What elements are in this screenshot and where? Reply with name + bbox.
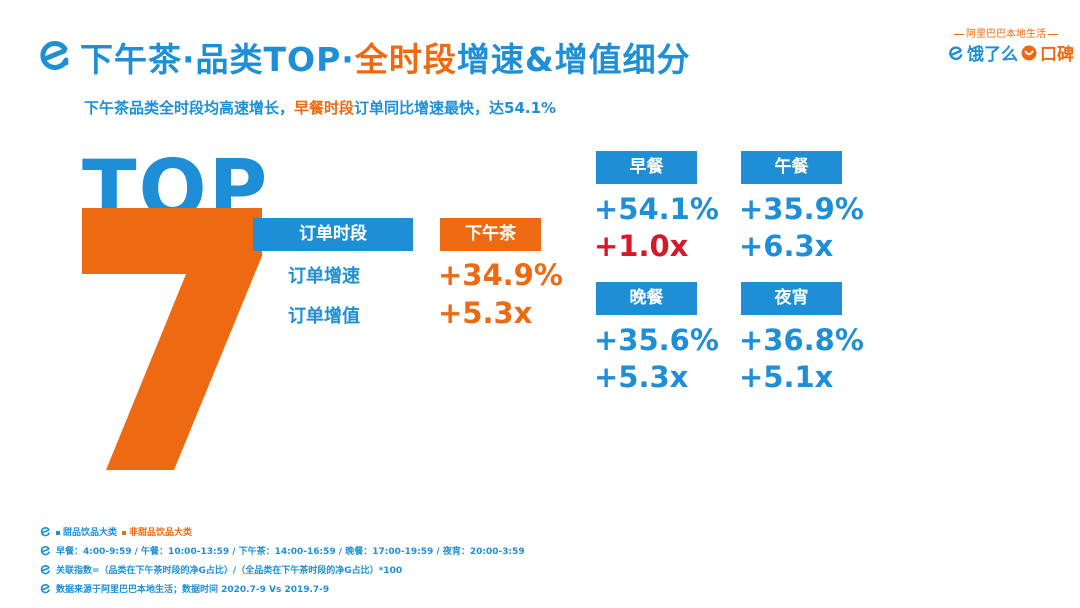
- meal-label-late-night: 夜宵: [741, 282, 842, 315]
- brand-logo: 饿了么 口碑: [948, 40, 1074, 65]
- brand-tagline: 阿里巴巴本地生活: [950, 25, 1062, 40]
- time-ranges-text: 早餐：4:00-9:59 / 午餐：10:00-13:59 / 下午茶：14:0…: [56, 547, 525, 557]
- legend-non-sweet-label: 非甜品饮品大类: [129, 528, 193, 538]
- footer-legend: 甜品饮品大类 非甜品饮品大类: [40, 525, 192, 538]
- eleme-logo-icon: [40, 584, 50, 594]
- page-subtitle: 下午茶品类全时段均高速增长，早餐时段订单同比增速最快，达54.1%: [84, 97, 556, 118]
- legend-non-sweet-swatch: [122, 530, 127, 535]
- eleme-logo-icon: [949, 45, 963, 60]
- brand-eleme: 饿了么: [967, 45, 1018, 65]
- page-title: 下午茶·品类TOP·全时段增速&增值细分: [80, 33, 691, 81]
- eleme-logo-icon: [40, 527, 50, 537]
- eleme-logo-icon: [40, 546, 50, 556]
- afternoon-tea-growth: +34.9%: [438, 258, 563, 292]
- label-order-value: 订单增值: [288, 306, 360, 327]
- label-order-period: 订单时段: [253, 218, 413, 251]
- eleme-logo-icon: [40, 565, 50, 575]
- subtitle-part1: 下午茶品类全时段均高速增长，: [84, 99, 295, 117]
- meal-value-breakfast: +1.0x: [594, 229, 689, 263]
- title-part2: 全时段: [354, 40, 457, 79]
- legend-sweet-swatch: [56, 530, 60, 535]
- meal-growth-late-night: +36.8%: [739, 323, 864, 357]
- legend-sweet-label: 甜品饮品大类: [63, 528, 118, 538]
- legend-non-sweet: 非甜品饮品大类: [122, 525, 192, 538]
- brand-koubei: 口碑: [1040, 45, 1074, 65]
- subtitle-part2: 早餐时段: [294, 99, 355, 117]
- title-part3: 增速&增值细分: [456, 40, 691, 79]
- rank-seven: 7: [82, 208, 262, 470]
- source-text: 数据来源于阿里巴巴本地生活；数据时间 2020.7-9 Vs 2019.7-9: [56, 585, 330, 595]
- koubei-logo-icon: [1021, 45, 1037, 60]
- meal-growth-lunch: +35.9%: [739, 192, 864, 226]
- eleme-logo-icon: [40, 41, 69, 70]
- index-formula-text: 关联指数=（品类在下午茶时段的净G占比）/（全品类在下午茶时段的净G占比）*10…: [56, 566, 403, 576]
- afternoon-tea-value: +5.3x: [438, 296, 533, 330]
- title-part1: 下午茶·品类TOP·: [80, 40, 355, 79]
- meal-label-dinner: 晚餐: [596, 282, 697, 315]
- meal-value-lunch: +6.3x: [739, 229, 834, 263]
- footer-index-formula: 关联指数=（品类在下午茶时段的净G占比）/（全品类在下午茶时段的净G占比）*10…: [40, 563, 402, 576]
- legend-sweet: 甜品饮品大类: [56, 525, 117, 538]
- subtitle-part3: 订单同比增速最快，达54.1%: [354, 99, 557, 117]
- meal-label-breakfast: 早餐: [596, 151, 697, 184]
- label-order-growth: 订单增速: [288, 266, 360, 287]
- meal-value-late-night: +5.1x: [739, 360, 834, 394]
- label-afternoon-tea: 下午茶: [440, 218, 541, 251]
- meal-growth-breakfast: +54.1%: [594, 192, 719, 226]
- meal-label-lunch: 午餐: [741, 151, 842, 184]
- meal-growth-dinner: +35.6%: [594, 323, 719, 357]
- footer-source: 数据来源于阿里巴巴本地生活；数据时间 2020.7-9 Vs 2019.7-9: [40, 582, 329, 595]
- footer-time-ranges: 早餐：4:00-9:59 / 午餐：10:00-13:59 / 下午茶：14:0…: [40, 544, 525, 557]
- meal-value-dinner: +5.3x: [594, 360, 689, 394]
